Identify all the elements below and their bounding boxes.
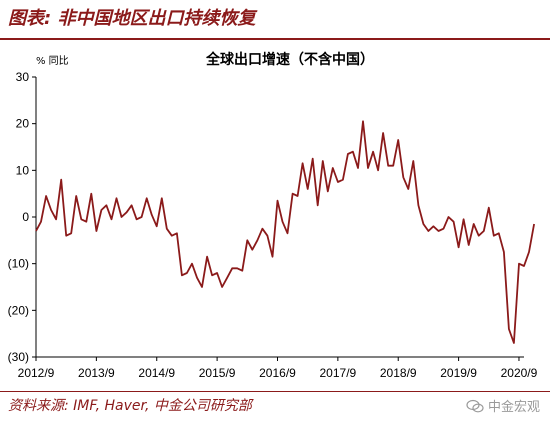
chat-bubble-icon bbox=[466, 399, 484, 412]
x-tick-label: 2013/9 bbox=[78, 366, 115, 380]
watermark-text: 中金宏观 bbox=[487, 400, 540, 415]
x-tick-label: 2012/9 bbox=[18, 366, 55, 380]
y-tick-label: 10 bbox=[16, 163, 30, 177]
y-tick-label: (20) bbox=[8, 303, 29, 317]
chart-title: 全球出口增速（不含中国） bbox=[205, 51, 374, 68]
series-line bbox=[35, 120, 535, 344]
series-group bbox=[35, 120, 535, 344]
figure-heading: 图表: 非中国地区出口持续恢复 bbox=[8, 8, 256, 29]
y-tick-label: 20 bbox=[16, 117, 30, 131]
watermark: 中金宏观 bbox=[466, 396, 540, 415]
x-tick-label: 2016/9 bbox=[259, 366, 296, 380]
footer-rule bbox=[0, 391, 550, 392]
x-tick-label: 2018/9 bbox=[380, 366, 417, 380]
y-tick-label: (30) bbox=[8, 350, 29, 364]
heading-rule bbox=[0, 38, 550, 40]
x-tick-label: 2019/9 bbox=[440, 366, 477, 380]
x-tick-label: 2014/9 bbox=[138, 366, 175, 380]
y-tick-label: (10) bbox=[8, 257, 29, 271]
x-tick-label: 2017/9 bbox=[320, 366, 357, 380]
line-chart: % 同比 全球出口增速（不含中国） 30 20 10 0 (10) (20) (30) 20… bbox=[8, 51, 538, 380]
x-tick-label: 2015/9 bbox=[199, 366, 236, 380]
y-tick-label: 0 bbox=[22, 210, 29, 224]
y-ticks: 30 20 10 0 (10) (20) (30) bbox=[8, 70, 36, 364]
source-note: 资料来源: IMF, Haver, 中金公司研究部 bbox=[8, 398, 252, 414]
x-ticks: 2012/9 2013/9 2014/9 2015/9 2016/9 2017/9 2018… bbox=[18, 357, 538, 380]
axes bbox=[35, 77, 524, 358]
y-tick-label: 30 bbox=[16, 70, 30, 84]
x-tick-label: 2020/9 bbox=[501, 366, 538, 380]
y-axis-unit-label: % 同比 bbox=[36, 55, 69, 67]
